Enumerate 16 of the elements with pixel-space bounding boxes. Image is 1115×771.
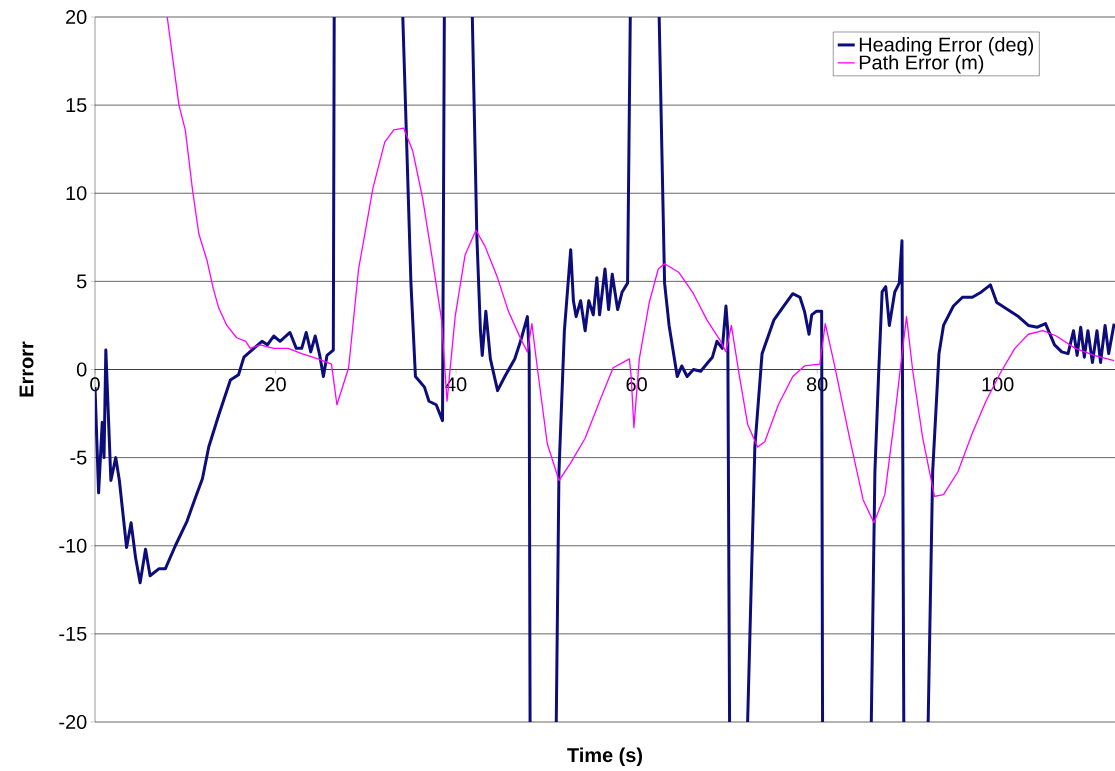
x-axis-title: Time (s) [567, 747, 643, 767]
x-tick-label: 0 [90, 377, 100, 392]
y-tick-label: -10 [59, 538, 87, 553]
y-tick-label: 10 [66, 186, 87, 201]
y-tick-label: 15 [66, 98, 87, 113]
y-tick-label: -20 [59, 714, 87, 730]
legend-label: Path Error (m) [859, 54, 984, 74]
y-axis-title: Errorr [19, 341, 34, 397]
y-tick-label: 20 [66, 9, 87, 25]
line-series [166, 16, 1115, 524]
legend-label: Heading Error (deg) [859, 36, 1034, 56]
y-tick-label: -15 [59, 626, 87, 641]
y-tick-label: -5 [70, 450, 87, 465]
y-tick-label: 0 [76, 362, 87, 377]
y-tick-label: 5 [76, 274, 87, 289]
x-tick-label: 20 [265, 377, 286, 392]
